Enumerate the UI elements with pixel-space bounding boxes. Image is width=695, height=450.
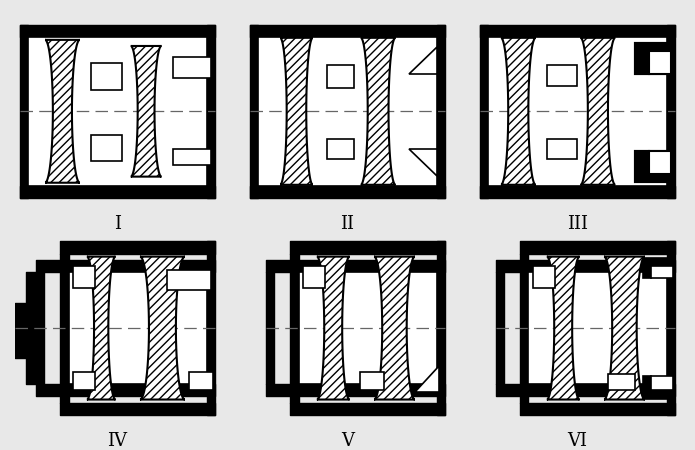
Bar [327, 65, 354, 88]
Bar [488, 37, 667, 186]
Text: III: III [567, 216, 588, 234]
Bar [172, 149, 211, 166]
Bar [72, 266, 95, 288]
Bar [635, 43, 671, 51]
Text: V: V [341, 432, 354, 450]
Bar [528, 272, 667, 384]
Bar [28, 37, 207, 186]
Bar [258, 37, 437, 186]
Text: II: II [341, 216, 354, 234]
Bar [635, 174, 671, 182]
Bar [167, 270, 211, 290]
Bar [643, 258, 673, 278]
Bar [327, 139, 354, 159]
Polygon shape [409, 149, 437, 176]
Bar [532, 266, 555, 288]
Bar [69, 272, 207, 384]
Bar [258, 37, 437, 186]
Bar [189, 372, 213, 390]
Bar [635, 151, 671, 182]
Bar [299, 272, 437, 384]
Polygon shape [415, 366, 439, 392]
Bar [649, 151, 671, 174]
Text: IV: IV [108, 432, 127, 450]
Bar [608, 374, 635, 390]
Bar [635, 43, 671, 73]
Bar [91, 135, 122, 161]
Polygon shape [280, 38, 313, 185]
Polygon shape [604, 256, 645, 400]
Polygon shape [547, 256, 580, 400]
Polygon shape [361, 38, 395, 185]
Polygon shape [409, 47, 437, 73]
Bar [28, 37, 207, 186]
Bar [635, 151, 649, 182]
Bar [72, 372, 95, 390]
Bar [488, 37, 667, 186]
Bar [643, 376, 673, 399]
Bar [651, 266, 673, 278]
Text: VI: VI [568, 432, 587, 450]
Bar [643, 376, 673, 399]
Polygon shape [501, 38, 536, 185]
Bar [69, 272, 207, 384]
Bar [547, 139, 578, 159]
Polygon shape [374, 256, 415, 400]
Text: I: I [114, 216, 121, 234]
Bar [360, 372, 384, 390]
Bar [651, 376, 673, 390]
Bar [635, 43, 649, 73]
Bar [528, 272, 667, 384]
Bar [649, 51, 671, 73]
Polygon shape [140, 256, 185, 400]
Bar [299, 272, 437, 384]
Bar [643, 258, 673, 278]
Polygon shape [580, 38, 615, 185]
Polygon shape [45, 40, 80, 183]
Polygon shape [317, 256, 350, 400]
Bar [91, 63, 122, 90]
Bar [635, 151, 671, 182]
Polygon shape [87, 256, 115, 400]
Polygon shape [131, 46, 161, 176]
Bar [635, 43, 671, 73]
Bar [172, 57, 211, 77]
Bar [302, 266, 325, 288]
Bar [547, 65, 578, 86]
